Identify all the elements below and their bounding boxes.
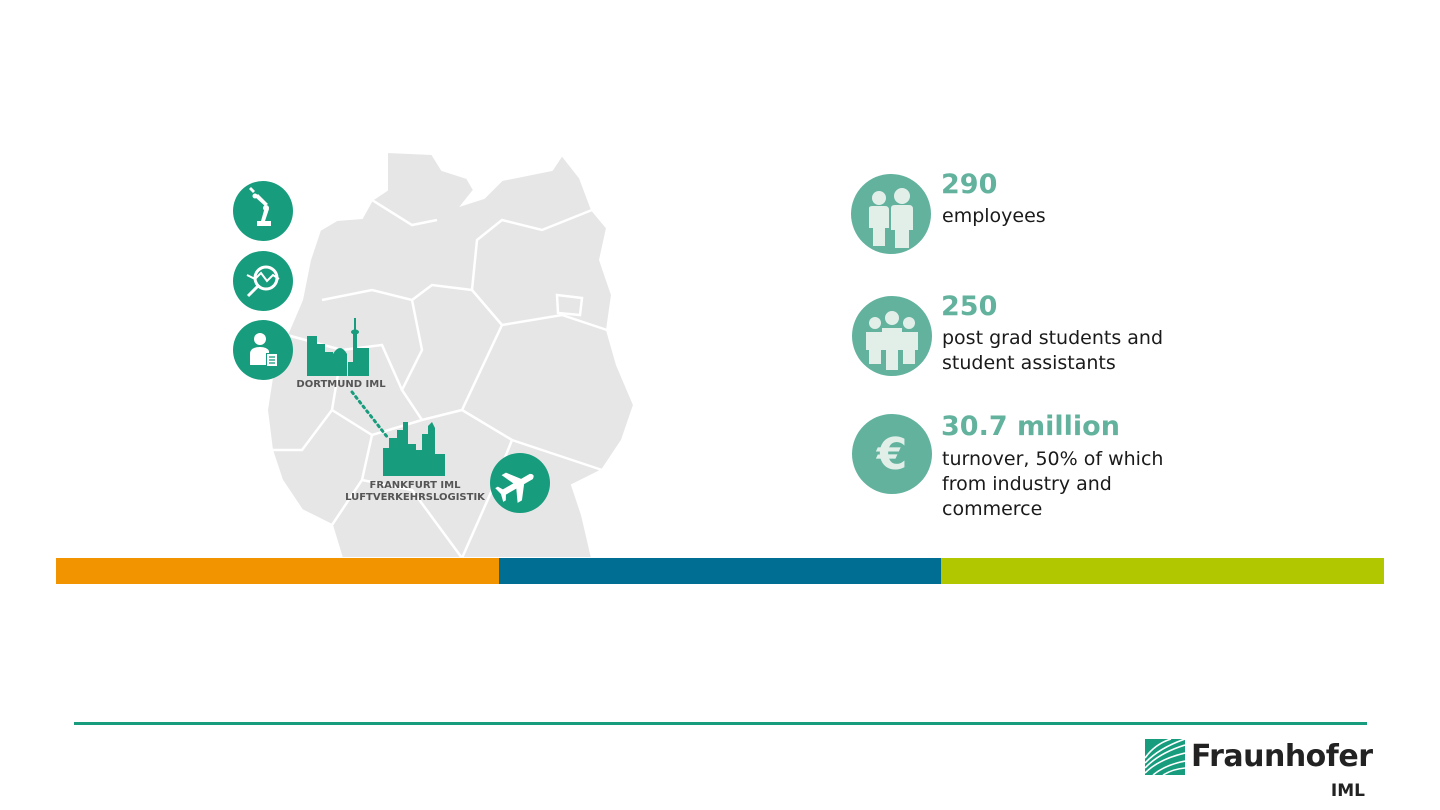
svg-text:€: € — [876, 429, 908, 480]
stat-desc-employees: employees — [942, 205, 1046, 227]
two-people-icon — [851, 174, 931, 254]
dortmund-label: DORTMUND IML — [296, 379, 386, 390]
fraunhofer-logo: Fraunhofer IML — [1145, 737, 1373, 803]
three-people-icon — [852, 296, 932, 376]
germany-map — [265, 150, 636, 559]
stat-value-employees: 290 — [941, 169, 998, 200]
robot-arm-icon — [233, 181, 293, 241]
state-borders — [272, 198, 608, 559]
airplane-icon — [490, 453, 550, 513]
logo-sub: IML — [1330, 781, 1365, 801]
frankfurt-skyline-icon — [383, 422, 445, 476]
connection-line — [350, 390, 390, 440]
stripe-orange — [56, 558, 499, 584]
stat-desc-students: post grad students and student assistant… — [942, 327, 1164, 374]
footer-divider — [74, 722, 1367, 725]
stripe-lime — [941, 558, 1384, 584]
stat-value-turnover: 30.7 million — [941, 411, 1120, 442]
frankfurt-label: FRANKFURT IML LUFTVERKEHRSLOGISTIK — [345, 480, 485, 503]
stat-value-students: 250 — [941, 291, 998, 322]
logo-name: Fraunhofer — [1191, 739, 1373, 774]
stat-desc-turnover: turnover, 50% of which from industry and… — [942, 448, 1164, 520]
person-document-icon — [233, 320, 293, 380]
dortmund-skyline-icon — [307, 318, 369, 376]
fraunhofer-logo-icon — [1145, 739, 1185, 775]
magnifier-analysis-icon — [233, 251, 293, 311]
stripe-blue — [499, 558, 941, 584]
euro-icon: € — [852, 414, 932, 494]
